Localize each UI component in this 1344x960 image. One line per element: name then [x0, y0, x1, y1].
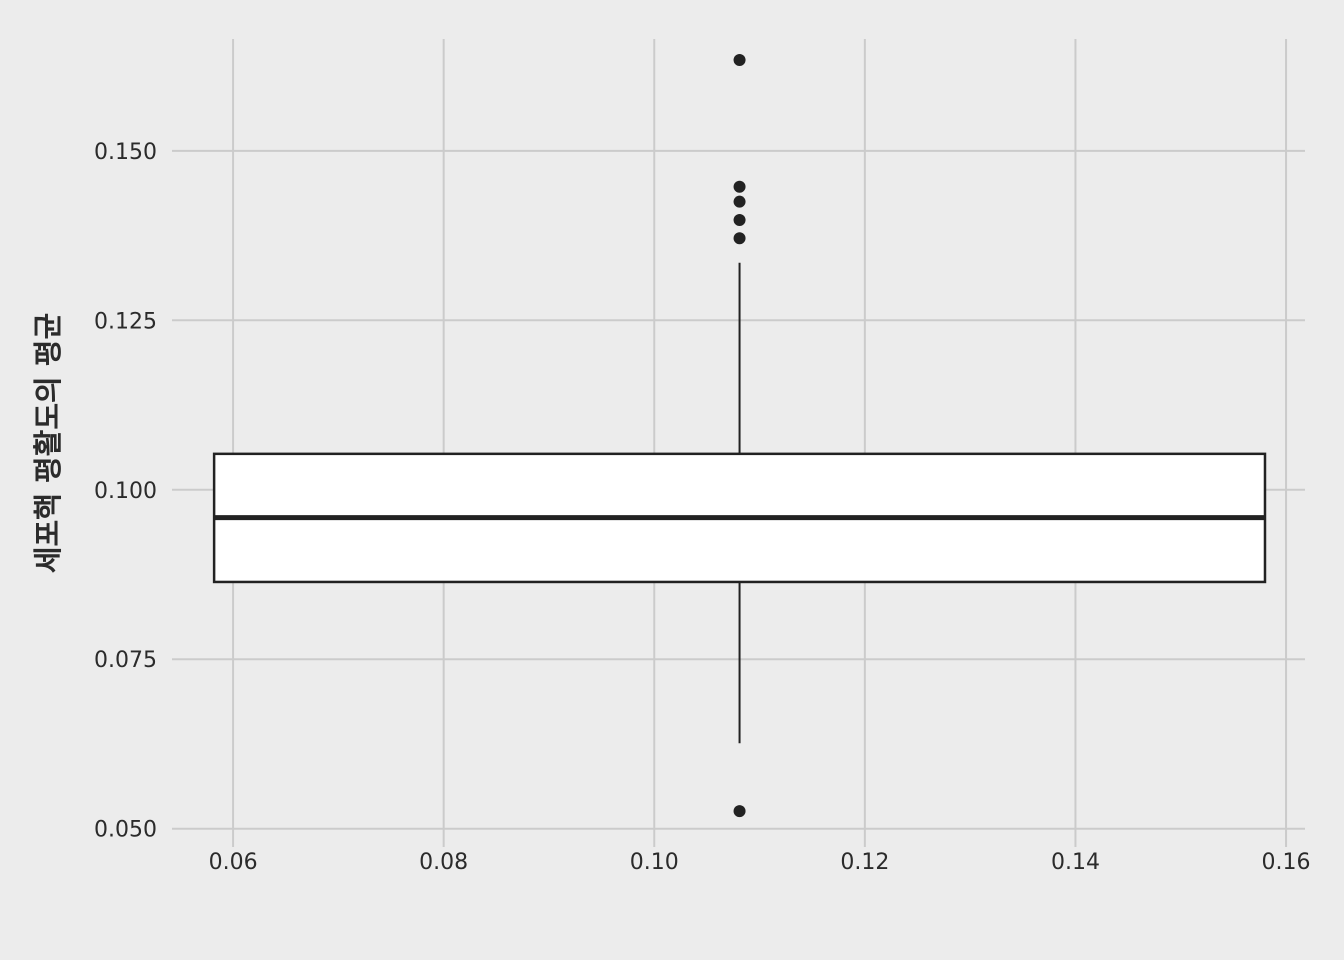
y-tick-labels: 0.050 0.075 0.100 0.125 0.150 [94, 140, 157, 843]
boxplot [212, 54, 1267, 818]
x-tick-label: 0.16 [1262, 850, 1311, 875]
y-axis-title: 세포핵 평활도의 평균 [31, 313, 65, 573]
y-tick-label: 0.125 [94, 309, 157, 334]
outlier-point [733, 195, 746, 208]
outlier-point [733, 54, 746, 67]
outlier-point [733, 232, 746, 245]
outlier-point [733, 213, 746, 226]
y-tick-label: 0.050 [94, 818, 157, 843]
x-tick-label: 0.10 [630, 850, 679, 875]
outlier-point [733, 805, 746, 818]
outlier-point [733, 180, 746, 193]
x-tick-label: 0.08 [419, 850, 468, 875]
grid-lines [172, 39, 1305, 847]
y-tick-label: 0.100 [94, 479, 157, 504]
x-tick-label: 0.06 [209, 850, 258, 875]
y-tick-label: 0.150 [94, 140, 157, 165]
x-tick-label: 0.12 [840, 850, 889, 875]
x-tick-labels: 0.06 0.08 0.10 0.12 0.14 0.16 [209, 850, 1311, 875]
y-tick-label: 0.075 [94, 648, 157, 673]
x-tick-label: 0.14 [1051, 850, 1100, 875]
